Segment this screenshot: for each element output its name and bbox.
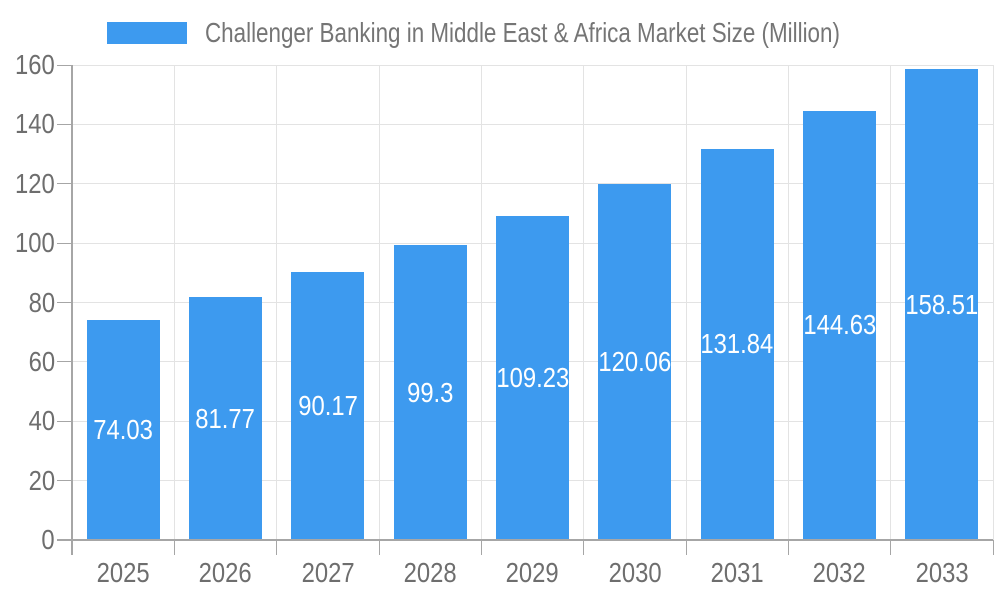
y-axis-tick [57, 242, 72, 244]
y-axis-label: 20 [28, 464, 55, 496]
x-axis-label: 2026 [199, 557, 252, 588]
grid-line-vertical [685, 65, 687, 540]
y-axis-line [71, 65, 73, 555]
grid-line-vertical [173, 65, 175, 540]
x-axis-tick [276, 540, 278, 555]
bar-2026 [189, 297, 262, 540]
legend-label: Challenger Banking in Middle East & Afri… [205, 17, 840, 48]
bar-value-label: 120.06 [598, 345, 672, 377]
bar-value-label: 131.84 [700, 328, 774, 360]
bar-2031 [700, 148, 774, 540]
x-axis-tick [787, 540, 789, 555]
y-axis-tick [57, 123, 72, 125]
x-axis-tick [583, 540, 585, 555]
y-axis-label: 0 [41, 524, 55, 555]
bar-2030 [598, 183, 672, 540]
bar-2027 [291, 272, 365, 540]
x-axis-label: 2027 [301, 557, 355, 588]
y-axis-label: 120 [15, 167, 55, 199]
y-axis-tick [57, 480, 72, 482]
y-axis-tick [57, 183, 72, 185]
x-axis-label: 2029 [506, 557, 559, 588]
grid-line-horizontal [72, 123, 993, 125]
x-axis-tick [890, 540, 892, 555]
grid-line-vertical [378, 65, 380, 540]
grid-line-horizontal [72, 64, 993, 66]
y-axis-label: 140 [15, 108, 55, 140]
grid-line-horizontal [72, 183, 993, 185]
x-axis-label: 2025 [96, 557, 150, 588]
x-axis-tick [685, 540, 687, 555]
y-axis-label: 60 [28, 345, 55, 377]
grid-line-vertical [276, 65, 278, 540]
grid-line-vertical [787, 65, 789, 540]
y-axis-tick [57, 420, 72, 422]
x-axis-label: 2032 [813, 557, 866, 588]
y-axis-tick [57, 361, 72, 363]
bar-value-label: 81.77 [195, 402, 256, 434]
y-axis-label: 40 [28, 405, 55, 437]
bar-value-label: 90.17 [298, 390, 358, 422]
y-axis-tick [57, 302, 72, 303]
grid-line-vertical [890, 65, 892, 540]
x-axis-tick [378, 540, 380, 555]
x-axis-label: 2028 [403, 557, 457, 588]
x-axis-label: 2033 [915, 557, 969, 588]
x-axis-label: 2030 [608, 557, 662, 588]
bar-2033 [905, 69, 979, 540]
y-axis-label: 160 [15, 49, 55, 80]
bar-value-label: 109.23 [496, 361, 569, 393]
x-axis-tick [173, 540, 175, 555]
bar-value-label: 99.3 [406, 376, 454, 408]
grid-line-vertical [480, 65, 482, 540]
grid-line-vertical [992, 65, 994, 540]
x-axis-label: 2031 [710, 557, 764, 588]
bar-2029 [496, 215, 569, 540]
bar-2025 [86, 320, 160, 540]
bar-2028 [393, 245, 467, 540]
y-axis-label: 100 [15, 227, 55, 259]
grid-line-vertical [583, 65, 585, 540]
bar-value-label: 74.03 [93, 414, 153, 446]
x-axis-tick [480, 540, 482, 555]
x-axis-tick [992, 540, 994, 555]
legend-swatch [107, 22, 187, 44]
y-axis-label: 80 [28, 286, 55, 318]
bar-value-label: 158.51 [905, 288, 979, 320]
bar-value-label: 144.63 [803, 309, 876, 341]
y-axis-tick [57, 64, 72, 66]
bar-2032 [803, 110, 876, 540]
x-axis-line [57, 539, 993, 541]
